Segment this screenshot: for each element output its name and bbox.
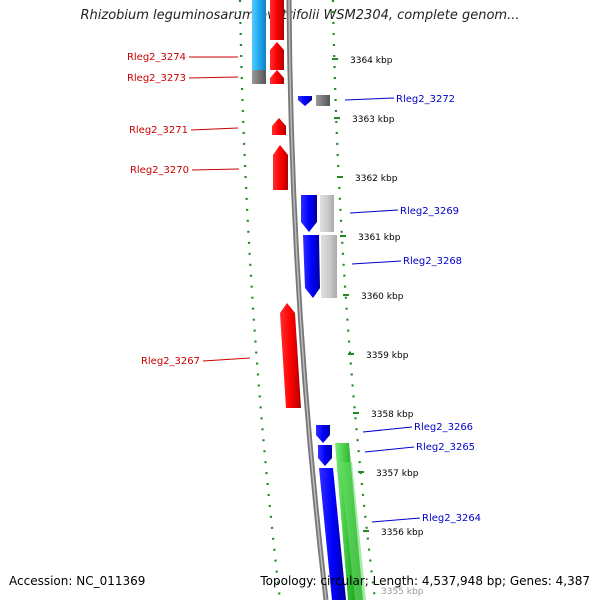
gene-leader-line — [351, 260, 402, 265]
gene-leader-line — [191, 168, 240, 171]
gene-leader-line — [349, 209, 399, 214]
gene-rleg2-3265[interactable] — [318, 445, 332, 466]
gene-labels: Rleg2_3274 Rleg2_3273 Rleg2_3272 Rleg2_3271… — [127, 52, 481, 524]
kbp-label: 3363 kbp — [352, 115, 395, 125]
gene-label[interactable]: Rleg2_3265 — [416, 442, 475, 453]
gene-label[interactable]: Rleg2_3271 — [129, 125, 188, 136]
kbp-label: 3357 kbp — [376, 469, 419, 479]
gene-rleg2-3273[interactable] — [270, 42, 284, 84]
map-title: Rhizobium leguminosarum bv. trifolii WSM… — [80, 8, 520, 23]
gene-rleg2-3272[interactable] — [298, 95, 330, 106]
inner-ruler — [238, 0, 282, 600]
gene-rleg2-3268[interactable] — [303, 235, 337, 298]
gene-leader-line — [362, 426, 413, 433]
gene-rleg2-3267[interactable] — [280, 303, 301, 408]
gene-rleg2-3264[interactable] — [319, 468, 346, 600]
gene-rleg2-3266[interactable] — [316, 425, 330, 443]
kbp-label-partial: 3355 kbp — [381, 587, 424, 597]
gene-label[interactable]: Rleg2_3269 — [400, 206, 459, 217]
accession-text: Accession: NC_011369 — [9, 574, 146, 588]
kbp-label: 3356 kbp — [381, 528, 424, 538]
gene-label[interactable]: Rleg2_3264 — [422, 513, 481, 524]
gene-leader-line — [188, 76, 239, 79]
outer-ruler — [331, 0, 377, 600]
topology-summary: Topology: circular; Length: 4,537,948 bp… — [260, 574, 590, 588]
cog-feature-2 — [252, 70, 266, 84]
gene-label[interactable]: Rleg2_3272 — [396, 94, 455, 105]
kbp-label: 3360 kbp — [361, 292, 404, 302]
gene-leader-line — [344, 97, 395, 101]
gene-label[interactable]: Rleg2_3266 — [414, 422, 473, 433]
gene-label[interactable]: Rleg2_3268 — [403, 256, 462, 267]
gene-rleg2-3270[interactable] — [273, 145, 288, 190]
kbp-label: 3361 kbp — [358, 233, 401, 243]
kbp-ticks: 3364 kbp 3363 kbp 3362 kbp 3361 kbp 3360 kbp… — [332, 56, 424, 597]
kbp-label: 3358 kbp — [371, 410, 414, 420]
gene-label[interactable]: Rleg2_3274 — [127, 52, 186, 63]
cog-feature-1 — [252, 0, 266, 70]
kbp-label: 3364 kbp — [350, 56, 393, 66]
gene-rleg2-3269[interactable] — [301, 195, 334, 232]
kbp-label: 3359 kbp — [366, 351, 409, 361]
gene-leader-line — [190, 127, 239, 131]
gene-label[interactable]: Rleg2_3270 — [130, 165, 189, 176]
gene-label[interactable]: Rleg2_3267 — [141, 356, 200, 367]
gene-leader-line — [202, 357, 251, 362]
gene-leader-line — [371, 517, 421, 523]
backbone-ring — [286, 0, 329, 600]
gene-leader-line — [364, 446, 415, 453]
kbp-label: 3362 kbp — [355, 174, 398, 184]
gene-rleg2-3274[interactable] — [270, 0, 284, 40]
gene-label[interactable]: Rleg2_3273 — [127, 73, 186, 84]
gene-rleg2-3271[interactable] — [272, 118, 286, 135]
cog-feature-green-2 — [340, 462, 366, 600]
